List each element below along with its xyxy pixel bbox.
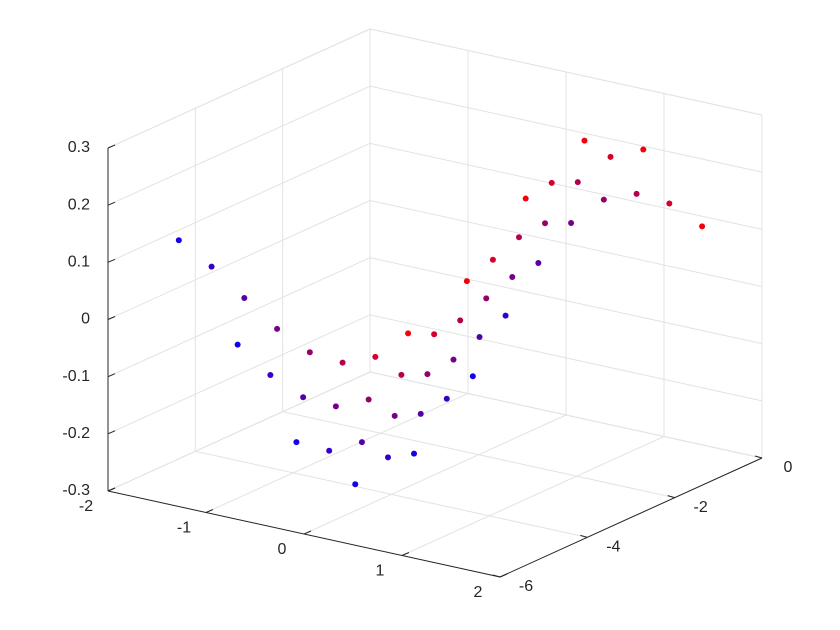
tick-mark (499, 573, 508, 578)
axes: -0.3 -0.2 -0.1 0 0.1 0.2 0.3 -2 -1 0 1 2 -6 -4 -2 0 (62, 139, 792, 601)
point (502, 312, 509, 319)
point (522, 195, 529, 202)
point (489, 256, 496, 263)
grid-line (107, 371, 371, 492)
grid-line (205, 393, 469, 513)
point (457, 317, 464, 324)
x-tick-label: -1 (177, 520, 191, 537)
point (535, 260, 542, 267)
point (600, 196, 607, 203)
grid-line (401, 436, 665, 556)
tick-mark (107, 258, 116, 263)
point (666, 200, 673, 207)
point (391, 412, 398, 419)
z-tick-label: 0.1 (68, 254, 90, 271)
tick-mark (667, 495, 675, 499)
z-tick-label: 0.2 (68, 196, 90, 213)
point (431, 331, 438, 338)
point (515, 234, 522, 241)
point (574, 179, 581, 186)
point (358, 439, 365, 446)
point (568, 220, 575, 227)
tick-mark (205, 509, 214, 513)
point (339, 359, 346, 366)
grid-line (107, 314, 371, 435)
point (469, 373, 476, 380)
point (640, 146, 647, 153)
point (450, 356, 457, 363)
point (424, 371, 431, 378)
tick-mark (107, 373, 116, 378)
point (384, 454, 391, 461)
y-tick-label: 0 (784, 459, 793, 476)
x-tick-label: 1 (376, 563, 385, 580)
x-tick-label: 2 (474, 584, 483, 601)
z-tick-label: 0 (81, 311, 90, 328)
point (411, 450, 418, 457)
point (175, 237, 182, 244)
point (293, 439, 300, 446)
tick-mark (303, 530, 312, 535)
tick-mark (754, 455, 763, 459)
point (417, 410, 424, 417)
point (633, 190, 640, 197)
grid-line (195, 450, 588, 538)
point (443, 395, 450, 402)
point (326, 447, 333, 454)
tick-mark (492, 574, 501, 578)
tick-mark (107, 430, 116, 435)
tick-mark (107, 144, 116, 149)
grid-line (369, 371, 763, 459)
point (241, 295, 248, 302)
grid-line (107, 28, 371, 149)
z-tick-label: -0.3 (62, 482, 90, 499)
point (208, 263, 215, 270)
point (509, 274, 516, 281)
tick-mark (580, 534, 588, 538)
point (607, 153, 614, 160)
point (352, 481, 359, 488)
z-tick-label: -0.2 (62, 425, 90, 442)
z-tick-label: 0.3 (68, 139, 90, 156)
tick-mark (107, 316, 116, 320)
grid-line (107, 142, 371, 263)
tick-mark (401, 552, 410, 556)
grid-line (303, 414, 567, 535)
y-tick-label: -2 (694, 499, 708, 516)
point (405, 330, 412, 337)
x-tick-label: -2 (79, 498, 93, 515)
grid-line (107, 200, 371, 320)
point (699, 223, 706, 230)
point (306, 349, 313, 356)
point (548, 179, 555, 186)
point (267, 371, 274, 378)
y-axis (499, 457, 763, 578)
grid-line (107, 257, 371, 378)
points (175, 137, 706, 488)
point (463, 278, 470, 285)
z-tick-label: -0.1 (62, 368, 90, 385)
point (332, 403, 339, 410)
y-tick-label: -4 (606, 539, 620, 556)
point (372, 353, 379, 360)
point (542, 220, 549, 227)
point (365, 396, 372, 403)
point (300, 394, 307, 401)
y-tick-label: -6 (519, 578, 533, 595)
grid-line (107, 85, 371, 206)
point (234, 341, 241, 348)
grid-line (282, 411, 675, 499)
tick-mark (107, 487, 116, 492)
point (398, 371, 405, 378)
grid (107, 28, 763, 578)
tick-mark (107, 201, 116, 206)
point (476, 334, 483, 341)
point (274, 325, 281, 332)
point (483, 295, 490, 302)
x-tick-label: 0 (278, 541, 287, 558)
point (581, 137, 588, 144)
